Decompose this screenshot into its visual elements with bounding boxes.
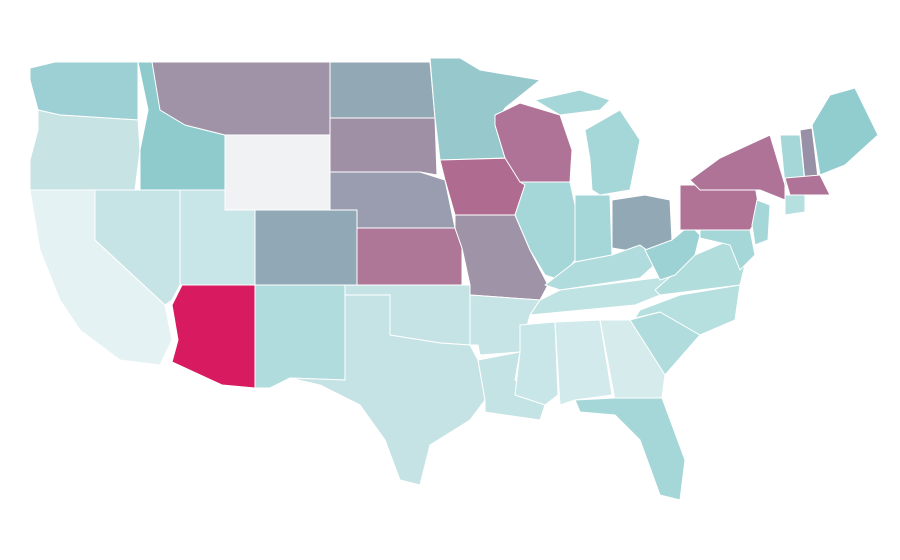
state-region: [784, 174, 831, 196]
state-region: [477, 351, 546, 421]
state-region: [171, 284, 256, 389]
state-region: [224, 134, 331, 211]
state-region: [514, 321, 559, 406]
state-region: [329, 117, 438, 176]
state-region: [514, 181, 576, 281]
state-region: [784, 194, 806, 216]
state-region: [574, 194, 613, 263]
state-region: [644, 224, 701, 281]
state-region: [679, 184, 761, 231]
state-region: [811, 87, 879, 176]
state-region: [574, 397, 686, 501]
state-region: [554, 319, 613, 406]
state-region: [329, 61, 436, 119]
state-region: [29, 61, 139, 121]
state-region: [534, 89, 611, 116]
state-region: [689, 134, 786, 201]
state-region: [634, 284, 741, 336]
state-region: [751, 199, 771, 246]
state-region: [699, 229, 756, 271]
state-region: [254, 284, 346, 389]
state-region: [289, 294, 486, 486]
state-region: [356, 227, 463, 286]
state-region: [254, 209, 358, 286]
state-region: [29, 109, 141, 191]
state-region: [584, 109, 641, 196]
